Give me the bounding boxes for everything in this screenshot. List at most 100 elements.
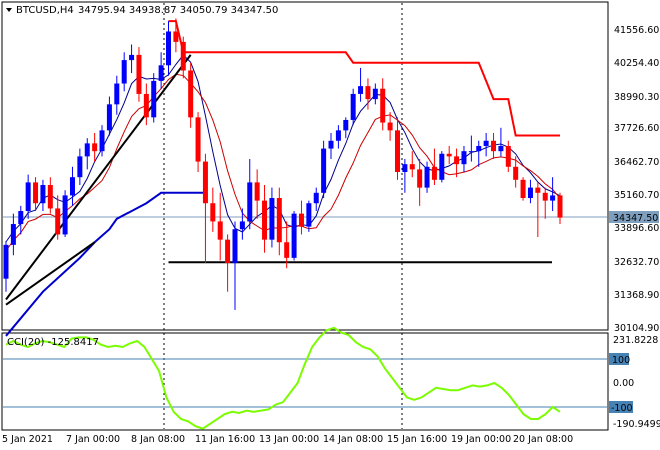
current-price-label: 34347.50 xyxy=(613,213,658,224)
upper-channel-line xyxy=(168,20,560,137)
time-tick: 7 Jan 00:00 xyxy=(66,434,120,445)
candle-body xyxy=(84,143,90,157)
cci-indicator xyxy=(5,326,561,430)
candle-body xyxy=(372,88,378,100)
candle-body xyxy=(527,187,533,199)
candles xyxy=(3,18,563,310)
candle-body xyxy=(188,70,194,118)
candle-body xyxy=(173,31,179,42)
candle-body xyxy=(328,140,334,149)
candle-body xyxy=(25,182,31,212)
candle-body xyxy=(513,166,519,180)
price-tick: 35160.70 xyxy=(614,190,659,201)
candle-body xyxy=(77,156,83,178)
candle-body xyxy=(225,239,231,264)
period-separators xyxy=(163,3,403,429)
price-tick: 33896.60 xyxy=(614,223,659,234)
candle-body xyxy=(114,83,120,105)
price-tick: 32632.70 xyxy=(614,257,659,268)
candle-body xyxy=(202,161,208,204)
candle-body xyxy=(306,203,312,227)
cci-panel[interactable] xyxy=(1,332,609,431)
candle-body xyxy=(454,156,460,165)
candle-body xyxy=(439,153,445,180)
candle-body xyxy=(239,221,245,230)
candle-body xyxy=(232,229,238,264)
current-price-marker: 34347.50 xyxy=(609,211,659,224)
candle-body xyxy=(254,182,260,201)
price-tick: 36462.70 xyxy=(614,157,659,168)
candle-body xyxy=(269,198,275,240)
time-tick: 14 Jan 08:00 xyxy=(323,434,383,445)
price-tick: 40254.40 xyxy=(614,58,659,69)
candle-body xyxy=(520,179,526,199)
candle-body xyxy=(313,192,319,204)
candle-body xyxy=(151,80,157,118)
candle-body xyxy=(550,195,556,201)
price-tick: 38990.30 xyxy=(614,92,659,103)
candle-body xyxy=(166,31,172,66)
candle-body xyxy=(33,182,39,204)
candle-body xyxy=(92,143,98,152)
candle-body xyxy=(10,224,16,245)
cci-tick: 0.00 xyxy=(613,378,634,389)
candle-body xyxy=(335,130,341,141)
moving-average-fast xyxy=(5,54,561,243)
cci-tick: -100 xyxy=(611,403,633,414)
candle-body xyxy=(121,60,127,84)
cci-axis: 231.8228 100 0.00 -100 -190.9499 xyxy=(609,335,660,430)
candle-body xyxy=(380,88,386,123)
candle-body xyxy=(424,166,430,188)
candle-body xyxy=(291,213,297,258)
candle-body xyxy=(69,177,75,196)
candle-body xyxy=(461,151,467,165)
cci-tick: -190.9499 xyxy=(613,419,660,430)
time-tick: 13 Jan 00:00 xyxy=(259,434,319,445)
candle-body xyxy=(483,140,489,146)
trendline-upper xyxy=(5,54,192,301)
candle-body xyxy=(402,164,408,172)
time-tick: 5 Jan 2021 xyxy=(2,434,53,445)
cci-line xyxy=(5,326,561,430)
candle-body xyxy=(129,54,135,61)
candle-body xyxy=(476,145,482,152)
candle-body xyxy=(217,221,223,240)
candle-body xyxy=(343,119,349,131)
candle-body xyxy=(321,148,327,193)
cci-title: CCI(20) -125.8417 xyxy=(7,337,99,348)
candle-body xyxy=(99,130,105,152)
candle-body xyxy=(446,153,452,157)
candle-body xyxy=(3,244,9,279)
candle-body xyxy=(262,200,268,240)
time-tick: 8 Jan 08:00 xyxy=(131,434,185,445)
price-tick: 30104.90 xyxy=(614,323,659,334)
price-axis: 41556.60 40254.40 38990.30 37726.60 3646… xyxy=(614,25,659,334)
candle-body xyxy=(498,145,504,152)
candle-body xyxy=(18,211,24,225)
candle-body xyxy=(468,151,474,153)
candle-body xyxy=(491,140,497,152)
cci-tick: 231.8228 xyxy=(613,335,658,346)
time-tick: 11 Jan 16:00 xyxy=(195,434,255,445)
candle-body xyxy=(276,198,282,243)
candle-body xyxy=(55,208,61,235)
time-axis: 5 Jan 2021 7 Jan 00:00 8 Jan 08:00 11 Ja… xyxy=(2,434,573,445)
candle-body xyxy=(143,93,149,118)
candle-body xyxy=(387,122,393,131)
candle-body xyxy=(195,117,201,162)
ohlc-values: 34795.94 34938.87 34050.79 34347.50 xyxy=(78,5,278,16)
candle-body xyxy=(358,86,364,94)
time-tick: 20 Jan 08:00 xyxy=(513,434,573,445)
price-tick: 41556.60 xyxy=(614,25,659,36)
price-tick: 37726.60 xyxy=(614,123,659,134)
candle-body xyxy=(350,93,356,120)
candle-body xyxy=(535,187,541,193)
candle-body xyxy=(284,242,290,258)
candle-body xyxy=(417,169,423,188)
symbol-header: BTCUSD,H4 34795.94 34938.87 34050.79 343… xyxy=(6,5,278,16)
candle-body xyxy=(542,192,548,201)
trendline-lower xyxy=(5,241,96,306)
candle-body xyxy=(431,166,437,180)
cci-levels xyxy=(3,358,607,408)
